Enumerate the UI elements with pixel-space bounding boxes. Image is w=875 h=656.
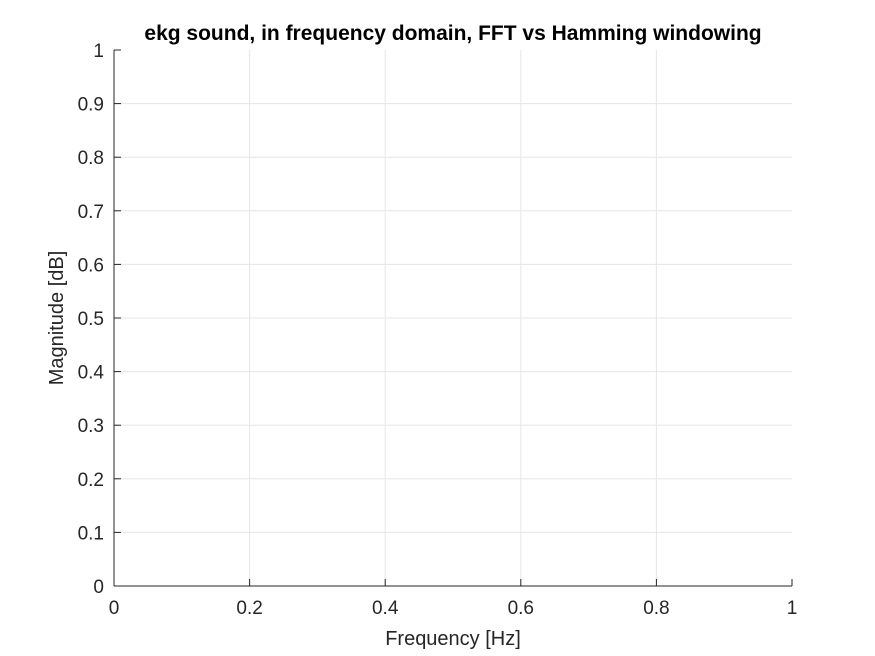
chart-title: ekg sound, in frequency domain, FFT vs H… bbox=[144, 22, 761, 45]
y-tick-label: 0.3 bbox=[78, 416, 104, 437]
y-tick-label: 1 bbox=[93, 41, 104, 62]
x-tick-label: 0.6 bbox=[508, 598, 534, 619]
y-tick-label: 0.5 bbox=[78, 309, 104, 330]
x-tick-label: 0.2 bbox=[236, 598, 262, 619]
y-tick-label: 0.1 bbox=[78, 523, 104, 544]
y-axis-label: Magnitude [dB] bbox=[46, 251, 68, 386]
x-tick-labels: 0 0.2 0.4 0.6 0.8 1 bbox=[109, 598, 798, 619]
x-tick-label: 0 bbox=[109, 598, 120, 619]
x-tick-label: 1 bbox=[787, 598, 798, 619]
y-tick-label: 0 bbox=[93, 577, 104, 598]
axes-lines bbox=[113, 50, 792, 587]
y-tick-label: 0.7 bbox=[78, 202, 104, 223]
y-tick-label: 0.6 bbox=[78, 255, 104, 276]
y-tick-labels: 0 0.1 0.2 0.3 0.4 0.5 0.6 0.7 0.8 0.9 1 bbox=[78, 41, 105, 598]
y-tick-label: 0.4 bbox=[78, 363, 105, 384]
y-tick-label: 0.9 bbox=[78, 95, 104, 116]
x-tick-label: 0.8 bbox=[643, 598, 669, 619]
x-axis-label: Frequency [Hz] bbox=[385, 628, 521, 650]
x-tick-label: 0.4 bbox=[372, 598, 399, 619]
y-tick-label: 0.2 bbox=[78, 470, 104, 491]
grid-lines bbox=[114, 50, 792, 586]
y-tick-label: 0.8 bbox=[78, 148, 104, 169]
